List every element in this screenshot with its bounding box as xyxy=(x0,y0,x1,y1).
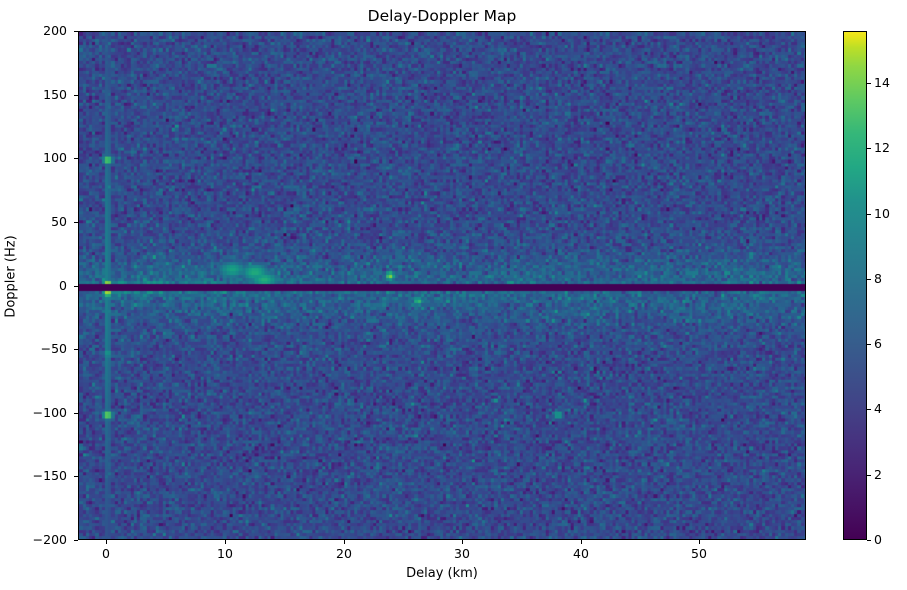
colorbar-tick-label: 2 xyxy=(874,467,882,482)
x-tick-mark xyxy=(106,540,107,544)
y-tick-label: 50 xyxy=(51,214,67,229)
colorbar[interactable] xyxy=(843,31,867,540)
colorbar-tick-mark xyxy=(867,409,871,410)
x-tick-mark xyxy=(344,540,345,544)
y-tick-mark xyxy=(74,349,78,350)
colorbar-tick-label: 8 xyxy=(874,271,882,286)
x-tick-label: 40 xyxy=(573,546,589,561)
y-tick-label: 200 xyxy=(43,23,67,38)
y-axis-label: Doppler (Hz) xyxy=(3,235,19,318)
colorbar-tick-mark xyxy=(867,83,871,84)
colorbar-tick-mark xyxy=(867,214,871,215)
x-tick-label: 30 xyxy=(454,546,470,561)
y-tick-label: −100 xyxy=(32,405,67,420)
x-tick-label: 50 xyxy=(691,546,707,561)
page-title: Delay-Doppler Map xyxy=(367,7,517,25)
x-tick-mark xyxy=(462,540,463,544)
colorbar-tick-label: 14 xyxy=(874,75,890,90)
y-tick-label: 100 xyxy=(43,150,67,165)
colorbar-tick-mark xyxy=(867,540,871,541)
heatmap-canvas xyxy=(79,32,805,539)
y-tick-mark xyxy=(74,222,78,223)
colorbar-tick-mark xyxy=(867,279,871,280)
x-tick-label: 0 xyxy=(102,546,110,561)
y-tick-mark xyxy=(74,31,78,32)
y-tick-label: 0 xyxy=(59,278,67,293)
x-tick-label: 10 xyxy=(217,546,233,561)
y-tick-mark xyxy=(74,413,78,414)
x-tick-mark xyxy=(699,540,700,544)
colorbar-tick-mark xyxy=(867,148,871,149)
y-tick-mark xyxy=(74,540,78,541)
y-tick-mark xyxy=(74,158,78,159)
y-tick-label: −150 xyxy=(32,468,67,483)
colorbar-tick-label: 0 xyxy=(874,532,882,547)
y-tick-label: 150 xyxy=(43,87,67,102)
delay-doppler-heatmap[interactable] xyxy=(78,31,806,540)
x-tick-label: 20 xyxy=(336,546,352,561)
x-tick-mark xyxy=(581,540,582,544)
y-tick-mark xyxy=(74,286,78,287)
colorbar-tick-label: 12 xyxy=(874,140,890,155)
y-tick-mark xyxy=(74,95,78,96)
y-tick-mark xyxy=(74,476,78,477)
colorbar-tick-mark xyxy=(867,475,871,476)
y-tick-label: −50 xyxy=(40,341,67,356)
y-tick-label: −200 xyxy=(32,532,67,547)
colorbar-tick-mark xyxy=(867,344,871,345)
x-tick-mark xyxy=(225,540,226,544)
x-axis-label: Delay (km) xyxy=(406,566,478,581)
colorbar-tick-label: 6 xyxy=(874,336,882,351)
colorbar-tick-label: 4 xyxy=(874,401,882,416)
colorbar-tick-label: 10 xyxy=(874,206,890,221)
